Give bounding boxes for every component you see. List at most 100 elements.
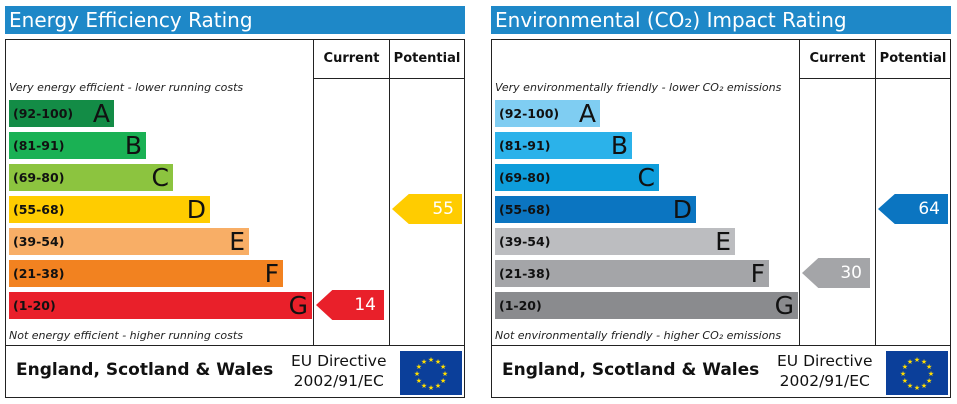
svg-text:★: ★: [416, 377, 422, 385]
rating-band-g: (1-20) G: [9, 291, 312, 320]
band-letter: D: [672, 195, 692, 224]
header-divider: [799, 78, 950, 79]
rating-band-b: (81-91) B: [9, 131, 146, 160]
band-letter: E: [715, 227, 731, 256]
band-letter: G: [288, 291, 308, 320]
svg-text:★: ★: [442, 370, 448, 378]
column-divider: [313, 40, 314, 345]
svg-text:★: ★: [435, 358, 441, 366]
band-letter: A: [92, 99, 110, 128]
svg-text:★: ★: [428, 356, 434, 364]
rating-band-a: (92-100) A: [495, 99, 600, 128]
band-letter: D: [186, 195, 206, 224]
band-range: (1-20): [13, 298, 56, 313]
top-caption: Very energy efficient - lower running co…: [9, 81, 244, 94]
svg-text:★: ★: [414, 370, 420, 378]
svg-text:★: ★: [900, 370, 906, 378]
band-letter: C: [637, 163, 655, 192]
band-letter: B: [124, 131, 142, 160]
current-rating-value: 14: [354, 295, 376, 315]
svg-text:★: ★: [902, 377, 908, 385]
band-range: (21-38): [13, 266, 65, 281]
band-range: (39-54): [13, 234, 65, 249]
band-range: (69-80): [499, 170, 551, 185]
rating-band-f: (21-38) F: [495, 259, 769, 288]
column-divider: [389, 40, 390, 345]
rating-band-c: (69-80) C: [9, 163, 173, 192]
rating-band-d: (55-68) D: [495, 195, 696, 224]
rating-band-f: (21-38) F: [9, 259, 283, 288]
eu-flag-icon: ★ ★ ★ ★ ★ ★ ★ ★ ★ ★ ★ ★: [400, 351, 462, 395]
band-range: (39-54): [499, 234, 551, 249]
footer-divider: [6, 345, 464, 346]
band-range: (92-100): [13, 106, 74, 121]
rating-band-a: (92-100) A: [9, 99, 114, 128]
directive-line-1: EU Directive: [777, 352, 873, 370]
eu-directive: EU Directive 2002/91/EC: [291, 351, 387, 391]
panel-title: Environmental (CO₂) Impact Rating: [491, 6, 951, 34]
header-divider: [313, 78, 464, 79]
svg-text:★: ★: [914, 356, 920, 364]
svg-text:★: ★: [440, 363, 446, 371]
svg-text:★: ★: [902, 363, 908, 371]
potential-rating-value: 55: [432, 199, 454, 219]
svg-text:★: ★: [440, 377, 446, 385]
band-range: (1-20): [499, 298, 542, 313]
svg-text:★: ★: [428, 384, 434, 392]
svg-text:★: ★: [435, 382, 441, 390]
band-letter: F: [264, 259, 279, 288]
column-divider: [875, 40, 876, 345]
eu-flag-icon: ★ ★ ★ ★ ★ ★ ★ ★ ★ ★ ★ ★: [886, 351, 948, 395]
svg-text:★: ★: [928, 370, 934, 378]
band-letter: A: [578, 99, 596, 128]
band-range: (21-38): [499, 266, 551, 281]
column-divider: [799, 40, 800, 345]
rating-band-g: (1-20) G: [495, 291, 798, 320]
potential-column-header: Potential: [879, 51, 947, 66]
potential-rating-arrow: 64: [878, 194, 948, 224]
directive-line-2: 2002/91/EC: [293, 372, 384, 390]
rating-band-b: (81-91) B: [495, 131, 632, 160]
footer-country: England, Scotland & Wales: [502, 360, 760, 380]
svg-text:★: ★: [416, 363, 422, 371]
environmental-impact-panel: Environmental (CO₂) Impact Rating Current…: [491, 6, 951, 398]
band-letter: B: [610, 131, 628, 160]
rating-band-d: (55-68) D: [9, 195, 210, 224]
current-column-header: Current: [809, 51, 866, 66]
band-range: (92-100): [499, 106, 560, 121]
energy-efficiency-panel: Energy Efficiency Rating Current Potential…: [5, 6, 465, 398]
band-letter: G: [774, 291, 794, 320]
eu-directive: EU Directive 2002/91/EC: [777, 351, 873, 391]
potential-rating-value: 64: [918, 199, 940, 219]
svg-text:★: ★: [421, 382, 427, 390]
bottom-caption: Not environmentally friendly - higher CO…: [495, 329, 782, 342]
current-column-header: Current: [323, 51, 380, 66]
current-rating-value: 30: [840, 263, 862, 283]
band-letter: F: [750, 259, 765, 288]
directive-line-1: EU Directive: [291, 352, 387, 370]
svg-text:★: ★: [926, 363, 932, 371]
bottom-caption: Not energy efficient - higher running co…: [9, 329, 243, 342]
svg-text:★: ★: [914, 384, 920, 392]
current-rating-arrow: 14: [316, 290, 384, 320]
footer-country: England, Scotland & Wales: [16, 360, 274, 380]
band-letter: C: [151, 163, 169, 192]
panel-title: Energy Efficiency Rating: [5, 6, 465, 34]
rating-band-e: (39-54) E: [495, 227, 735, 256]
potential-rating-arrow: 55: [392, 194, 462, 224]
band-range: (55-68): [13, 202, 65, 217]
svg-text:★: ★: [421, 358, 427, 366]
band-range: (81-91): [499, 138, 551, 153]
band-range: (81-91): [13, 138, 65, 153]
top-caption: Very environmentally friendly - lower CO…: [495, 81, 782, 94]
directive-line-2: 2002/91/EC: [779, 372, 870, 390]
svg-text:★: ★: [907, 358, 913, 366]
band-letter: E: [229, 227, 245, 256]
band-range: (69-80): [13, 170, 65, 185]
svg-text:★: ★: [926, 377, 932, 385]
rating-table: Current Potential Very energy efficient - …: [5, 39, 465, 398]
svg-text:★: ★: [907, 382, 913, 390]
rating-band-c: (69-80) C: [495, 163, 659, 192]
rating-table: Current Potential Very environmentally fri…: [491, 39, 951, 398]
svg-text:★: ★: [921, 382, 927, 390]
